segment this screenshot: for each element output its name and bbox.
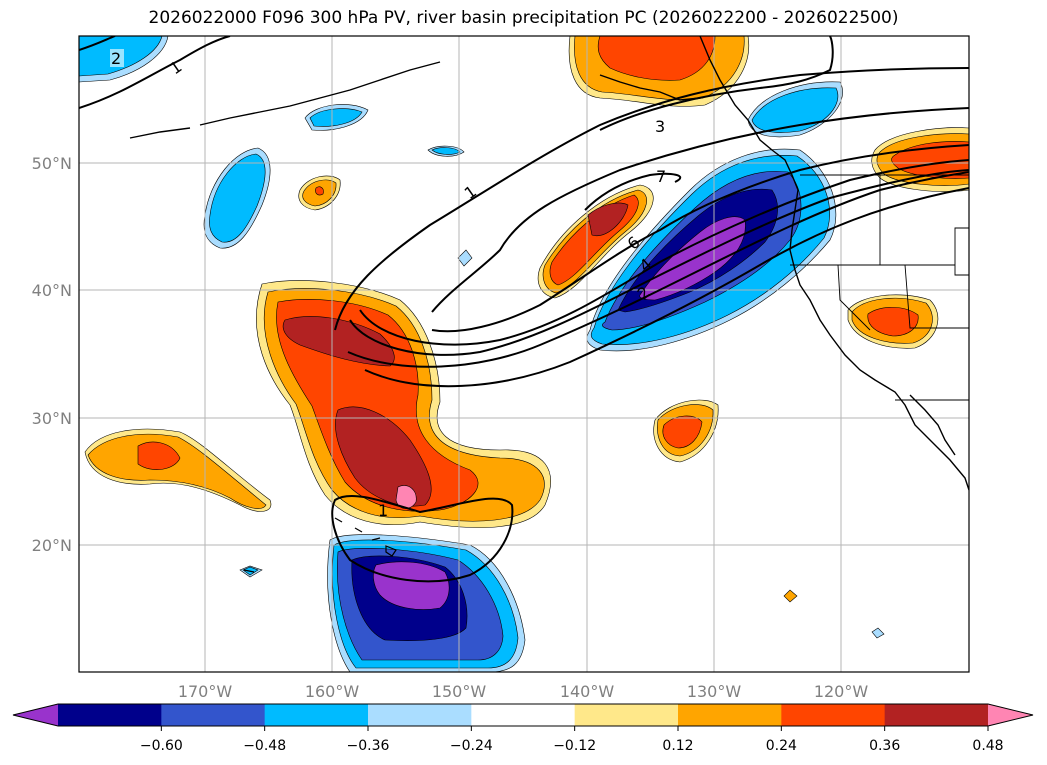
colorbar-tick-label: 0.24 [766, 738, 797, 754]
lat-tick-label: 50°N [32, 154, 72, 173]
hawaii-islands [243, 517, 397, 573]
pc-shading [79, 36, 969, 672]
lon-tick-label: 140°W [560, 682, 615, 701]
lat-tick-label: 20°N [32, 536, 72, 555]
colorbar-tick-label: −0.60 [140, 738, 183, 754]
colorbar-segment [368, 704, 472, 726]
state-borders [790, 174, 969, 401]
colorbar-outline [12, 703, 1034, 727]
colorbar: −0.60 −0.48 −0.36 −0.24 −0.12 0.12 0.24 0.36 0.4… [12, 703, 1034, 754]
colorbar-segment [678, 704, 782, 726]
lon-tick-label: 130°W [687, 682, 742, 701]
map-frame [78, 35, 970, 673]
lon-tick-labels: 170°W 160°W 150°W 140°W 130°W 120°W [178, 682, 869, 701]
lon-tick-label: 150°W [432, 682, 487, 701]
lat-tick-label: 30°N [32, 409, 72, 428]
contour-label: 1 [378, 501, 388, 520]
colorbar-segment [471, 704, 576, 726]
colorbar-tick-label: 0.36 [869, 738, 900, 754]
colorbar-segment [161, 704, 266, 726]
lon-tick-label: 120°W [814, 682, 869, 701]
colorbar-tick-label: −0.12 [553, 738, 596, 754]
colorbar-tick-label: 0.48 [972, 738, 1003, 754]
coastlines [129, 36, 969, 491]
colorbar-segment [781, 704, 886, 726]
pv-contours [79, 36, 969, 583]
contour-label: 7 [656, 167, 666, 186]
colorbar-segment [58, 704, 162, 726]
colorbar-tick-label: −0.24 [450, 738, 493, 754]
colorbar-tick-label: 0.12 [662, 738, 693, 754]
chart-title: 2026022000 F096 300 hPa PV, river basin … [148, 8, 899, 28]
lat-tick-label: 40°N [32, 281, 72, 300]
colorbar-tick-label: −0.48 [243, 738, 286, 754]
contour-label: 3 [655, 117, 665, 136]
lon-tick-label: 160°W [305, 682, 360, 701]
lon-tick-label: 170°W [178, 682, 233, 701]
contour-label: 2 [111, 49, 121, 68]
colorbar-segment [884, 704, 989, 726]
colorbar-extend-low [13, 704, 58, 726]
colorbar-segment [264, 704, 369, 726]
colorbar-extend-high [988, 704, 1033, 726]
colorbar-tick-label: −0.36 [347, 738, 390, 754]
map-panel: 2 1 1 3 7 6 4 2 1 [79, 36, 969, 672]
colorbar-segment [574, 704, 679, 726]
lat-tick-labels: 50°N 40°N 30°N 20°N [32, 154, 72, 555]
